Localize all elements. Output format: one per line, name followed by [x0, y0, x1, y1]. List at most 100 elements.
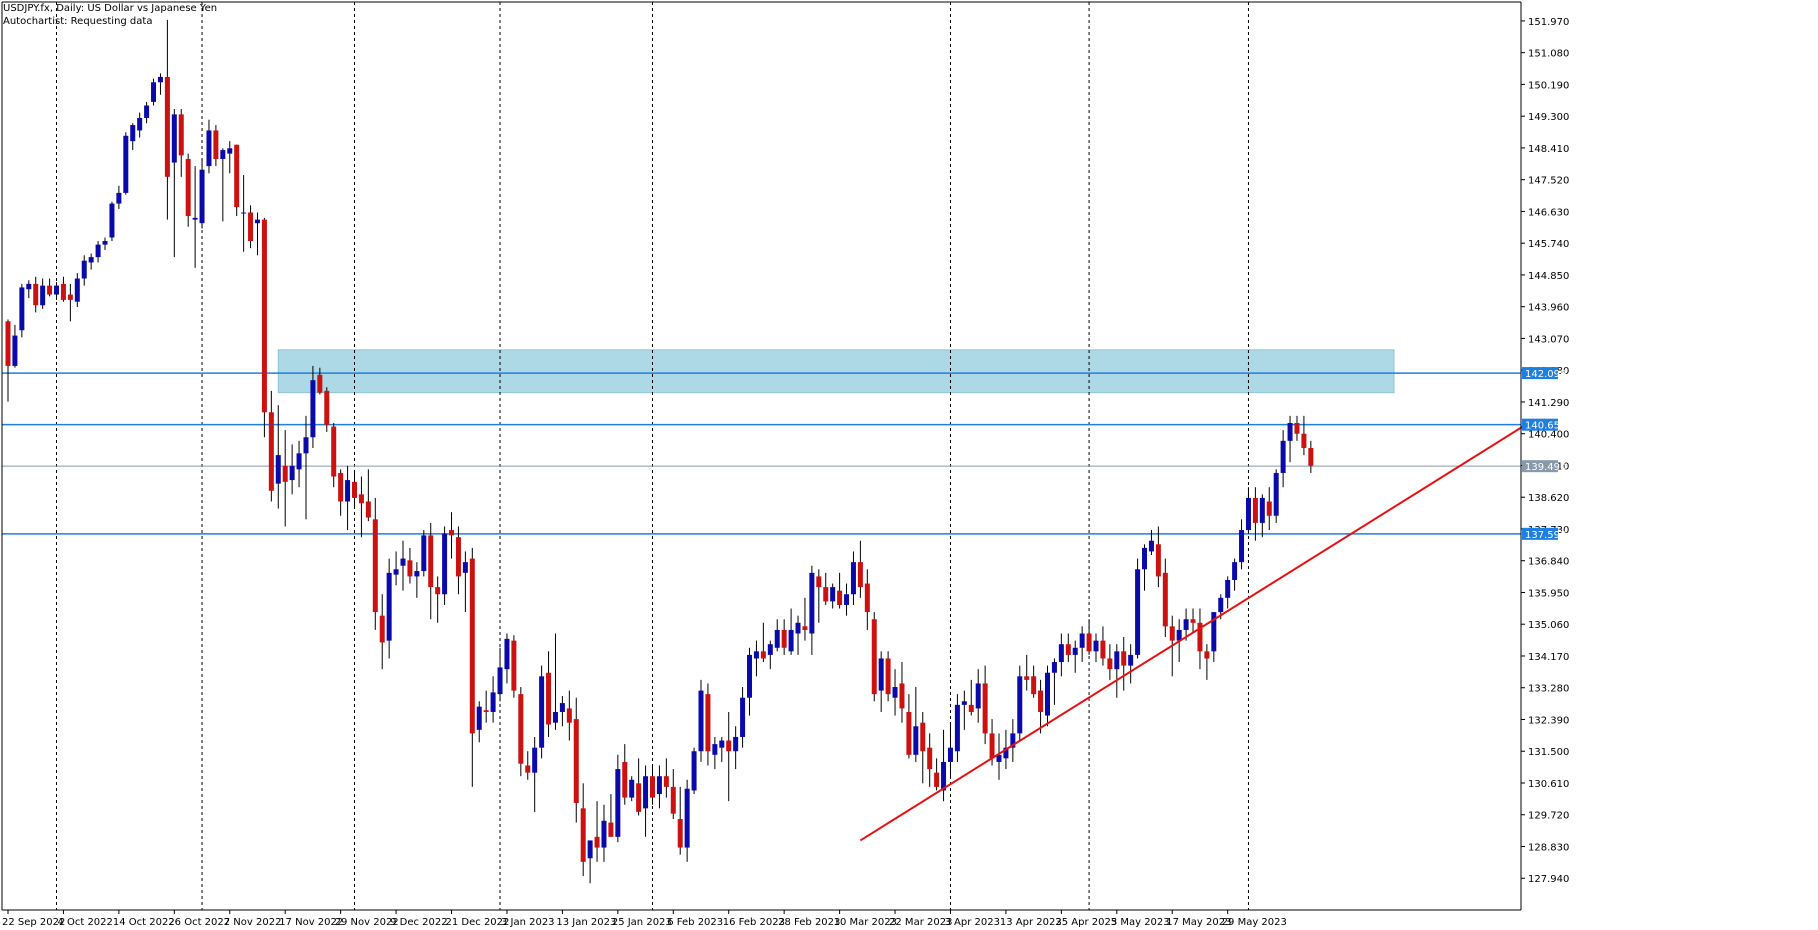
- bullish-candle: [844, 594, 850, 605]
- bullish-candle: [1114, 651, 1120, 670]
- time-tick-label: 13 Apr 2023: [1000, 917, 1062, 928]
- axes: [1, 1, 1522, 911]
- time-tick-label: 6 Feb 2023: [667, 917, 723, 928]
- bullish-candle: [116, 192, 122, 204]
- price-tick-label: 140.400: [1528, 430, 1569, 441]
- price-tick-label: 143.960: [1528, 303, 1569, 314]
- bullish-candle: [1045, 672, 1050, 716]
- bearish-candle: [185, 158, 191, 217]
- bullish-candle: [913, 726, 919, 755]
- bearish-candle: [968, 704, 974, 712]
- horizontal-levels: [2, 372, 1521, 535]
- bearish-candle: [518, 694, 524, 764]
- bullish-candle: [476, 706, 482, 730]
- bullish-candle: [552, 711, 558, 723]
- time-tick-label: 5 May 2023: [1111, 917, 1170, 928]
- resistance-zone-rect[interactable]: [277, 349, 1395, 394]
- bearish-candle: [1162, 572, 1168, 627]
- bullish-candle: [95, 244, 101, 258]
- time-tick-label: 26 Oct 2022: [168, 917, 230, 928]
- bearish-candle: [428, 535, 434, 588]
- bearish-candle: [1065, 644, 1071, 655]
- bearish-candle: [338, 472, 344, 502]
- bearish-candle: [365, 501, 371, 518]
- bearish-candle: [1121, 651, 1127, 666]
- bullish-candle: [40, 285, 46, 306]
- level-price-tag: 140.653: [1525, 421, 1566, 432]
- bullish-candle: [691, 751, 697, 791]
- candlesticks: [5, 19, 1314, 884]
- price-tick-label: 131.500: [1528, 747, 1569, 758]
- bullish-candle: [559, 703, 565, 712]
- bullish-candle: [1128, 654, 1134, 666]
- bullish-candle: [81, 260, 87, 279]
- bullish-candle: [996, 754, 1002, 762]
- bullish-candle: [733, 736, 739, 752]
- bearish-candle: [546, 672, 552, 725]
- level-price-tag: 137.593: [1525, 530, 1566, 541]
- bearish-candle: [823, 587, 829, 602]
- bullish-candle: [795, 622, 801, 634]
- bullish-candle: [1259, 497, 1265, 523]
- bullish-candle: [961, 701, 967, 705]
- bullish-candle: [74, 278, 80, 302]
- time-tick-label: 17 May 2023: [1166, 917, 1231, 928]
- bearish-candle: [989, 733, 995, 759]
- bearish-candle: [857, 562, 863, 588]
- bullish-candle: [712, 744, 718, 755]
- time-tick-label: 29 Nov 2022: [335, 917, 399, 928]
- price-tick-label: 149.300: [1528, 112, 1569, 123]
- bullish-candle: [275, 455, 281, 484]
- bullish-candle: [1232, 562, 1238, 580]
- bullish-candle: [1287, 422, 1293, 441]
- bullish-candle: [102, 241, 108, 245]
- bullish-candle: [241, 212, 247, 214]
- price-tick-label: 147.520: [1528, 176, 1569, 187]
- bullish-candle: [878, 658, 884, 691]
- bullish-candle: [88, 257, 94, 263]
- bearish-candle: [511, 640, 517, 691]
- bearish-candle: [469, 558, 475, 734]
- bullish-candle: [788, 629, 794, 652]
- trendline[interactable]: [859, 423, 1527, 842]
- level-price-tag: 142.099: [1525, 369, 1566, 380]
- bearish-candle: [1107, 658, 1113, 670]
- price-tick-label: 145.740: [1528, 239, 1569, 250]
- level-price-tag-bg: [1522, 367, 1558, 380]
- price-tick-label: 133.280: [1528, 684, 1569, 695]
- bullish-candle: [629, 779, 635, 798]
- bearish-candle: [483, 710, 489, 712]
- bullish-candle: [12, 335, 18, 366]
- bullish-candle: [587, 840, 593, 859]
- time-tick-label: 21 Dec 2022: [446, 917, 510, 928]
- bullish-candle: [1176, 629, 1182, 641]
- bearish-candle: [816, 576, 822, 588]
- bullish-candle: [1211, 612, 1217, 652]
- bearish-candle: [927, 747, 933, 770]
- bullish-candle: [941, 761, 947, 791]
- bearish-candle: [1031, 676, 1037, 695]
- bearish-candle: [261, 219, 267, 413]
- bullish-candle: [421, 535, 427, 572]
- bullish-candle: [1058, 644, 1064, 663]
- bullish-candle: [954, 704, 960, 752]
- time-tick-label: 13 Jan 2023: [556, 917, 616, 928]
- bearish-candle: [47, 285, 53, 295]
- bearish-candle: [677, 819, 683, 848]
- bearish-candle: [1308, 447, 1314, 466]
- price-tick-label: 146.630: [1528, 207, 1569, 218]
- bullish-candle: [532, 747, 538, 773]
- time-tick-label: 7 Nov 2022: [224, 917, 282, 928]
- bullish-candle: [774, 629, 780, 648]
- bullish-candle: [442, 533, 448, 595]
- instrument-description: US Dollar vs Japanese Yen: [87, 3, 218, 14]
- bearish-candle: [352, 481, 357, 498]
- bearish-candle: [899, 683, 905, 709]
- bullish-candle: [504, 638, 510, 670]
- price-tick-label: 151.080: [1528, 49, 1569, 60]
- bearish-candle: [455, 537, 461, 577]
- bearish-candle: [670, 786, 676, 814]
- bearish-candle: [920, 722, 926, 752]
